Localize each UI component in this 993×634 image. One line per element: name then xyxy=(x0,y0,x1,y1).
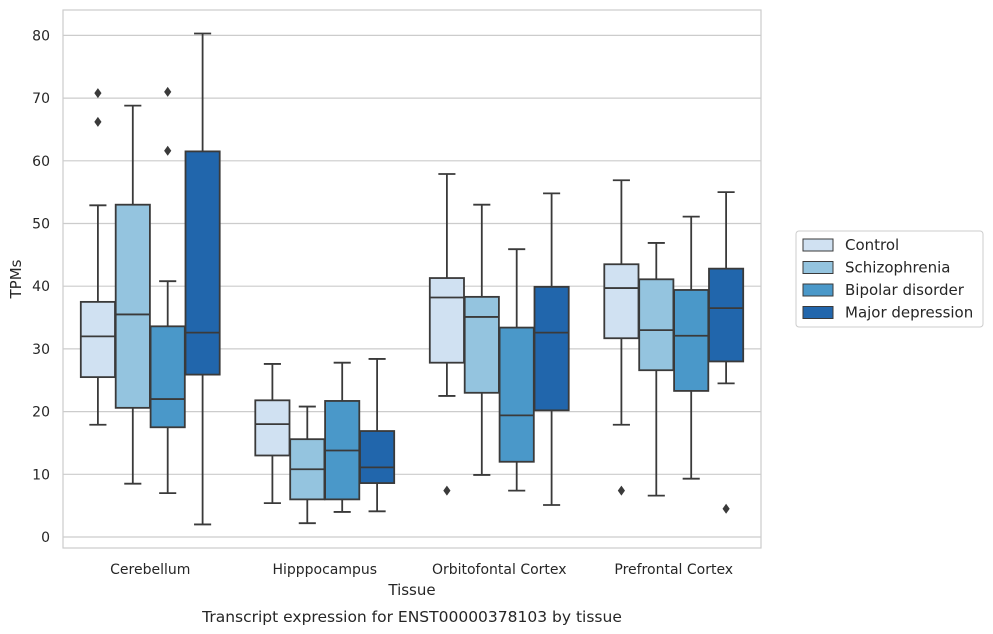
box-0-2 xyxy=(428,173,465,496)
y-tick-label: 0 xyxy=(41,530,50,546)
chart-caption: Transcript expression for ENST0000037810… xyxy=(201,608,622,626)
box-3-1 xyxy=(359,358,396,513)
x-tick-label: Hipppocampus xyxy=(272,562,377,578)
legend-label: Control xyxy=(845,236,899,254)
box-body xyxy=(638,278,675,372)
box-body xyxy=(673,289,710,392)
box-body xyxy=(533,285,570,412)
legend-swatch xyxy=(802,238,834,252)
box-2-0 xyxy=(149,86,186,495)
x-tick-labels: Cerebellum Hipppocampus Orbitofontal Corte… xyxy=(110,562,733,578)
outlier-point xyxy=(443,485,451,496)
box-body xyxy=(114,203,151,409)
y-tick-label: 40 xyxy=(32,279,50,295)
box-body xyxy=(254,399,291,457)
outlier-point xyxy=(722,503,730,514)
boxes xyxy=(79,32,745,526)
legend-swatch xyxy=(802,283,834,297)
y-tick-label: 70 xyxy=(32,91,50,107)
y-tick-label: 20 xyxy=(32,405,50,421)
legend: Control Schizophrenia Bipolar disorder Majo… xyxy=(795,230,984,328)
outlier-point xyxy=(94,116,102,127)
box-0-1 xyxy=(254,363,291,505)
box-0-3 xyxy=(603,179,640,496)
y-tick-label: 10 xyxy=(32,467,50,483)
x-tick-label: Prefrontal Cortex xyxy=(614,562,733,578)
x-axis-label: Tissue xyxy=(387,581,435,599)
y-axis-label: TPMs xyxy=(7,259,25,299)
box-body xyxy=(498,326,535,463)
box-1-2 xyxy=(463,203,500,476)
plot-frame xyxy=(62,9,762,549)
legend-label: Schizophrenia xyxy=(845,259,950,277)
legend-label: Major depression xyxy=(845,304,973,322)
outlier-point xyxy=(164,145,172,156)
box-1-0 xyxy=(114,104,151,485)
box-1-1 xyxy=(289,405,326,525)
box-body xyxy=(428,277,465,364)
box-3-3 xyxy=(708,191,745,514)
box-2-1 xyxy=(324,361,361,513)
y-tick-label: 80 xyxy=(32,28,50,44)
y-tick-labels: 0 10 20 30 40 50 60 70 80 xyxy=(32,28,50,546)
box-0-0 xyxy=(79,88,116,426)
outlier-point xyxy=(617,485,625,496)
box-2-2 xyxy=(498,248,535,492)
y-tick-label: 50 xyxy=(32,217,50,233)
box-body xyxy=(708,267,745,363)
legend-label: Bipolar disorder xyxy=(845,281,965,299)
box-1-3 xyxy=(638,242,675,497)
outlier-point xyxy=(164,86,172,97)
box-3-0 xyxy=(184,32,221,526)
box-3-2 xyxy=(533,192,570,506)
outlier-point xyxy=(94,88,102,99)
box-body xyxy=(149,325,186,429)
x-tick-label: Cerebellum xyxy=(110,562,190,578)
box-body xyxy=(79,300,116,379)
box-body xyxy=(463,295,500,394)
box-body xyxy=(184,150,221,376)
box-body xyxy=(359,430,396,484)
y-tick-label: 60 xyxy=(32,154,50,170)
legend-swatch xyxy=(802,306,834,319)
legend-swatch xyxy=(802,261,834,274)
box-body xyxy=(603,263,640,340)
box-2-3 xyxy=(673,215,710,480)
x-tick-label: Orbitofontal Cortex xyxy=(432,562,567,578)
legend-frame xyxy=(795,230,984,328)
y-tick-label: 30 xyxy=(32,342,50,358)
